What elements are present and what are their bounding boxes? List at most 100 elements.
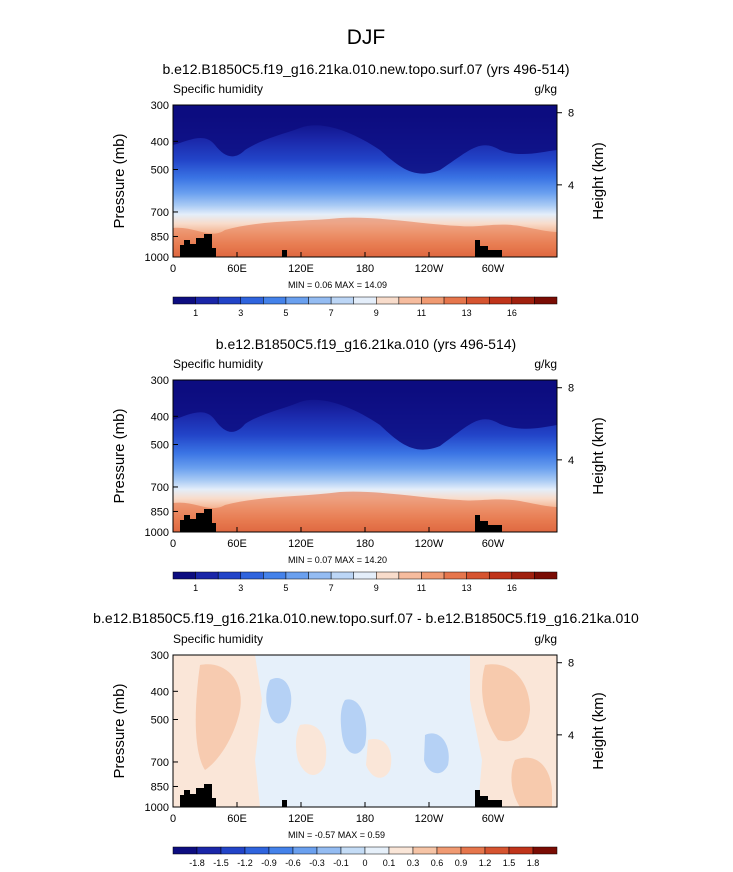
y-axis-right-title: Height (km) (590, 692, 607, 770)
plot-area (173, 380, 557, 532)
colorbar-label: -0.9 (261, 858, 277, 868)
dry-upper-layer (173, 105, 557, 174)
colorbar-swatch (488, 296, 513, 305)
y-tick-label: 700 (151, 757, 169, 769)
height-tick-label: 8 (568, 108, 574, 120)
x-tick-label: 60W (482, 538, 505, 550)
positive-anomaly (195, 664, 241, 770)
y-tick-label: 850 (151, 231, 169, 243)
colorbar-swatch (285, 571, 309, 580)
colorbar-swatch (443, 296, 467, 305)
colorbar-label: 0 (362, 858, 367, 868)
colorbar-swatch (330, 296, 354, 305)
y-axis-title: Pressure (mb) (111, 408, 128, 503)
colorbar-label: 11 (417, 308, 426, 318)
colorbar-swatch (353, 296, 377, 305)
panel-title: b.e12.B1850C5.f19_g16.21ka.010.new.topo.… (93, 610, 639, 626)
colorbar-swatch (172, 571, 196, 580)
colorbar-swatch (511, 296, 535, 305)
colorbar-label: -0.1 (333, 858, 349, 868)
colorbar-swatch (436, 846, 462, 855)
height-axis-ticks: 84 (557, 383, 574, 467)
colorbar-swatch (460, 846, 486, 855)
colorbar-label: 7 (329, 583, 334, 593)
colorbar-swatch (398, 571, 422, 580)
colorbar-swatch (534, 571, 558, 580)
height-tick-label: 4 (568, 180, 574, 192)
y-axis-right-title: Height (km) (590, 417, 607, 495)
panel-1: b.e12.B1850C5.f19_g16.21ka.010.new.topo.… (111, 61, 607, 318)
colorbar-swatch (195, 571, 219, 580)
colorbar-label: 3 (238, 308, 243, 318)
y-axis-title: Pressure (mb) (111, 683, 128, 778)
colorbar-swatch (364, 846, 390, 855)
colorbar-swatch (196, 846, 222, 855)
colorbar-swatch (217, 571, 242, 580)
positive-anomaly (295, 724, 327, 776)
moist-lower-layer (173, 217, 557, 257)
colorbar-swatch (220, 846, 246, 855)
colorbar-swatch (308, 296, 332, 305)
colorbar-swatch (308, 571, 332, 580)
colorbar-swatch (534, 296, 558, 305)
colorbar-label: -1.5 (213, 858, 229, 868)
colorbar-swatch (217, 296, 242, 305)
colorbar-swatch (412, 846, 438, 855)
colorbar-swatch (388, 846, 414, 855)
y-tick-label: 700 (151, 482, 169, 494)
colorbar-swatch (398, 296, 422, 305)
height-tick-label: 8 (568, 658, 574, 670)
colorbar-label: 16 (507, 583, 517, 593)
panel-3: b.e12.B1850C5.f19_g16.21ka.010.new.topo.… (93, 610, 639, 868)
colorbar-swatch (316, 846, 342, 855)
x-tick-label: 60E (227, 538, 247, 550)
height-axis-ticks: 84 (557, 108, 574, 192)
x-tick-label: 120E (288, 263, 314, 275)
colorbar-swatch (240, 296, 264, 305)
colorbar-swatch (484, 846, 510, 855)
x-tick-label: 120W (415, 538, 444, 550)
colorbar-swatch (263, 571, 287, 580)
colorbar-label: 13 (462, 583, 472, 593)
y-tick-label: 300 (151, 100, 169, 112)
height-tick-label: 8 (568, 383, 574, 395)
x-tick-label: 120E (288, 813, 314, 825)
panel-title: b.e12.B1850C5.f19_g16.21ka.010.new.topo.… (162, 61, 569, 77)
colorbar-label: 1.2 (479, 858, 492, 868)
colorbar-swatch (195, 296, 219, 305)
height-tick-label: 4 (568, 730, 574, 742)
min-max-stats: MIN = 0.06 MAX = 14.09 (288, 280, 387, 290)
x-tick-label: 60W (482, 263, 505, 275)
colorbar-label: 9 (374, 583, 379, 593)
y-tick-label: 500 (151, 164, 169, 176)
plot-area (173, 655, 557, 807)
colorbar-label: 9 (374, 308, 379, 318)
y-axis-title: Pressure (mb) (111, 133, 128, 228)
colorbar-swatch (376, 296, 400, 305)
y-tick-label: 400 (151, 686, 169, 698)
colorbar-swatch (443, 571, 467, 580)
colorbar-swatch (244, 846, 270, 855)
panel-title: b.e12.B1850C5.f19_g16.21ka.010 (yrs 496-… (216, 336, 516, 352)
y-tick-label: 400 (151, 136, 169, 148)
colorbar-swatch (466, 296, 490, 305)
colorbar-swatch (466, 571, 490, 580)
plot-area (173, 105, 557, 257)
y-axis-right-title: Height (km) (590, 142, 607, 220)
colorbar-label: -1.8 (189, 858, 205, 868)
colorbar-label: 1 (193, 308, 198, 318)
colorbar-label: 1 (193, 583, 198, 593)
x-tick-label: 180 (356, 813, 374, 825)
colorbar-swatch (532, 846, 558, 855)
colorbar-label: 0.6 (431, 858, 444, 868)
colorbar-label: 3 (238, 583, 243, 593)
colorbar-label: 11 (417, 583, 426, 593)
topography (180, 784, 502, 807)
colorbar-swatch (421, 571, 445, 580)
colorbar: 1 3 5 7 9 11 13 16 (172, 571, 558, 593)
colorbar-swatch (172, 846, 198, 855)
variable-label: Specific humidity (173, 357, 263, 371)
y-tick-label: 700 (151, 207, 169, 219)
colorbar-label: 7 (329, 308, 334, 318)
